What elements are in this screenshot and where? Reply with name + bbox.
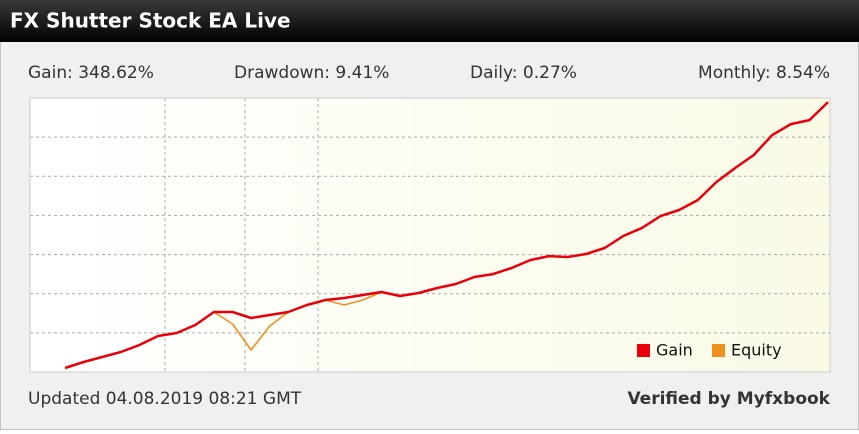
stat-daily: Daily: 0.27% xyxy=(470,63,577,83)
legend-label: Gain xyxy=(656,341,693,360)
stat-gain: Gain: 348.62% xyxy=(28,63,154,83)
legend-swatch xyxy=(637,344,650,357)
series-line xyxy=(64,101,829,370)
legend-swatch xyxy=(712,344,725,357)
vertical-grid xyxy=(164,98,319,372)
chart-layer: Gain Equity xyxy=(30,101,830,370)
stat-monthly: Monthly: 8.54% xyxy=(698,63,830,83)
legend-label: Equity xyxy=(731,341,782,360)
plot-area xyxy=(29,97,831,373)
header-bar xyxy=(0,0,859,42)
title: FX Shutter Stock EA Live xyxy=(10,9,291,33)
stat-drawdown: Drawdown: 9.41% xyxy=(234,63,389,83)
verified: Verified by Myfxbook xyxy=(627,389,830,409)
updated: Updated 04.08.2019 08:21 GMT xyxy=(28,389,302,409)
